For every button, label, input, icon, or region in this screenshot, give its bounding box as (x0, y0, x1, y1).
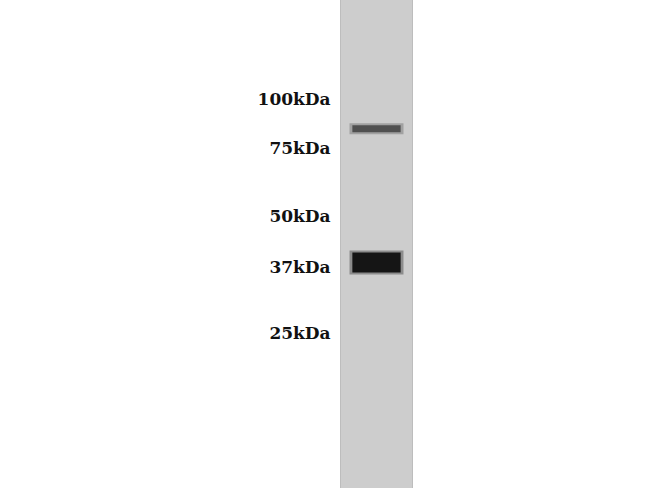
svg-text:37kDa: 37kDa (269, 257, 330, 277)
svg-text:25kDa: 25kDa (269, 323, 330, 343)
svg-text:75kDa: 75kDa (269, 138, 330, 158)
svg-text:100kDa: 100kDa (258, 89, 331, 109)
svg-text:50kDa: 50kDa (269, 206, 330, 226)
